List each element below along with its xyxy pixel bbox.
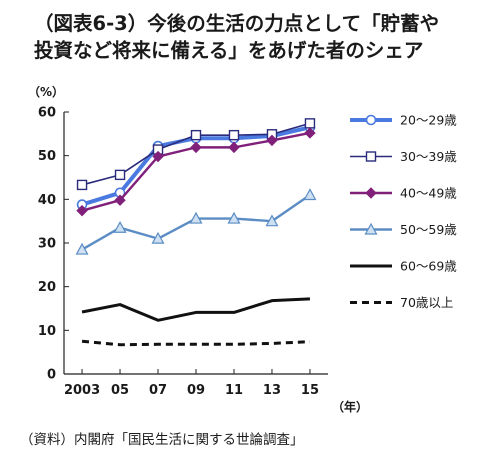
y-tick-label: 0 bbox=[47, 368, 56, 383]
data-point bbox=[265, 214, 279, 227]
series-line bbox=[81, 297, 311, 322]
data-point bbox=[228, 129, 240, 141]
data-point bbox=[113, 220, 127, 233]
legend-entry-1: 20～29歳 bbox=[350, 113, 457, 128]
legend-entry-2: 30～39歳 bbox=[350, 149, 457, 164]
chart-title-line-1: （図表6-3）今後の生活の力点として「貯蓄や bbox=[34, 12, 440, 35]
legend-marker bbox=[365, 187, 377, 199]
source-note: （資料）内閣府「国民生活に関する世論調査」 bbox=[20, 432, 304, 448]
data-point bbox=[189, 211, 203, 224]
data-point bbox=[76, 179, 88, 191]
y-tick-label: 50 bbox=[38, 149, 56, 164]
x-axis-unit-label: （年） bbox=[332, 399, 368, 414]
legend-label: 50～59歳 bbox=[400, 222, 457, 237]
legend-label: 20～29歳 bbox=[400, 113, 457, 128]
series-6 bbox=[81, 339, 311, 347]
series-2 bbox=[76, 118, 316, 191]
legend-marker bbox=[365, 151, 377, 162]
data-point bbox=[303, 188, 317, 201]
data-point bbox=[227, 211, 241, 224]
data-point bbox=[304, 118, 316, 129]
legend-label: 70歳以上 bbox=[400, 295, 453, 310]
data-point bbox=[151, 231, 165, 244]
y-tick-label: 60 bbox=[38, 106, 56, 121]
chart-title: （図表6-3）今後の生活の力点として「貯蓄や 投資など将来に備える」をあげた者の… bbox=[34, 10, 474, 64]
x-tick-label: 2003 bbox=[64, 383, 100, 398]
data-point bbox=[228, 141, 240, 154]
y-tick-label: 10 bbox=[38, 324, 56, 339]
x-tick-label: 13 bbox=[263, 383, 281, 398]
data-point bbox=[76, 204, 88, 217]
x-tick-label: 07 bbox=[149, 383, 167, 398]
series-5 bbox=[81, 297, 311, 322]
legend-label: 30～39歳 bbox=[400, 149, 457, 164]
series-layer bbox=[75, 118, 317, 347]
chart-title-line-2: 投資など将来に備える」をあげた者のシェア bbox=[34, 39, 424, 62]
legend-entry-3: 40～49歳 bbox=[350, 186, 457, 201]
x-tick-label: 09 bbox=[187, 383, 205, 398]
chart-legend: 20～29歳 30～39歳 40～49歳 50～59歳 60～69歳 70歳以上 bbox=[350, 113, 457, 310]
data-point bbox=[75, 242, 89, 255]
series-line bbox=[81, 339, 311, 347]
legend-marker bbox=[365, 114, 377, 126]
data-point bbox=[114, 194, 126, 206]
data-point bbox=[190, 141, 202, 154]
data-point bbox=[266, 134, 278, 147]
x-tick-label: 05 bbox=[111, 383, 129, 398]
data-point bbox=[114, 169, 126, 181]
data-point bbox=[152, 150, 164, 163]
y-tick-label: 20 bbox=[38, 280, 56, 295]
x-tick-label: 15 bbox=[301, 383, 319, 398]
series-3 bbox=[76, 127, 316, 217]
legend-marker bbox=[364, 222, 378, 235]
chart-axes: 0 10 20 30 40 50 60 （%） 2003 05 07 09 11 13 15 （年） bbox=[28, 84, 368, 414]
series-4 bbox=[75, 188, 317, 255]
legend-entry-4: 50～59歳 bbox=[350, 222, 457, 237]
legend-entry-5: 60～69歳 bbox=[350, 259, 457, 274]
data-point bbox=[304, 127, 316, 139]
legend-entry-6: 70歳以上 bbox=[350, 295, 453, 310]
x-tick-label: 11 bbox=[225, 383, 243, 398]
y-tick-label: 30 bbox=[38, 237, 56, 252]
y-tick-label: 40 bbox=[38, 193, 56, 208]
y-axis-unit-label: （%） bbox=[28, 84, 64, 99]
legend-label: 60～69歳 bbox=[400, 259, 457, 274]
legend-label: 40～49歳 bbox=[400, 186, 457, 201]
data-point bbox=[190, 129, 202, 141]
